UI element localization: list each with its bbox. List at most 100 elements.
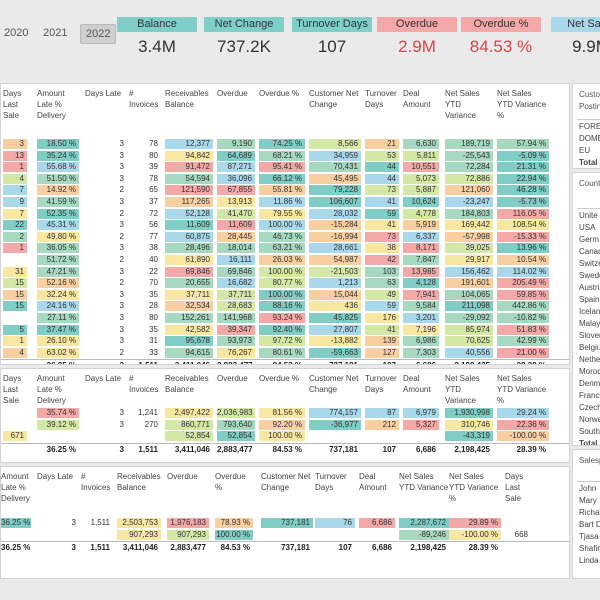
slicer-item[interactable]: Canad xyxy=(579,247,600,256)
slicer-item[interactable]: Swede xyxy=(579,271,600,280)
slicer-item[interactable]: Linda xyxy=(579,556,599,565)
slicer-item[interactable]: Belgiu xyxy=(579,343,600,352)
table-row[interactable]: 31 47.21 % 3 22 69,846 69,846 100.00 % -21,503 1… xyxy=(1,266,569,278)
column-header[interactable]: # Invoices xyxy=(129,374,159,394)
table-row[interactable]: 15 24.16 % 3 28 32,534 28,683 88.16 % 436 59 9,58… xyxy=(1,300,569,312)
column-header[interactable]: Days Late xyxy=(85,89,122,98)
column-header[interactable]: Customer Net Change xyxy=(309,374,359,394)
table-row[interactable]: 51.72 % 2 40 61,890 16,111 26.03 % 54,987 42 7,8… xyxy=(1,254,569,266)
slicer-item[interactable]: Unite xyxy=(579,211,598,220)
slicer-item[interactable]: Malay xyxy=(579,319,600,328)
slicer-item[interactable]: Tjasa xyxy=(579,532,599,541)
slicer-item[interactable]: Richar xyxy=(579,508,600,517)
column-header[interactable]: Net Sales YTD Variance % xyxy=(497,89,547,120)
table-row[interactable]: 671 52,854 52,854 100.00 % -43,319 -100.00 % xyxy=(1,430,569,442)
slicer-item[interactable]: Bart D xyxy=(579,520,600,529)
table-row[interactable]: 9 41.59 % 3 37 117,265 13,913 11.86 % 106,607 41… xyxy=(1,196,569,208)
table-row[interactable]: 27.11 % 3 80 152,261 141,968 93.24 % 45,825 176… xyxy=(1,312,569,324)
table-cell: 6,979 xyxy=(403,408,439,418)
table-row[interactable]: 4 51.50 % 3 78 54,594 36,096 66.12 % 45,495 44 5,… xyxy=(1,173,569,185)
column-header[interactable]: Overdue % xyxy=(259,89,300,98)
table-cell: 22 xyxy=(3,220,27,231)
slicer-item[interactable]: Austri xyxy=(579,283,600,292)
table-row[interactable]: 7 52.35 % 2 72 52,128 41,470 79.55 % 28,032 59 4,… xyxy=(1,208,569,220)
table-row[interactable]: 2 49.80 % 2 77 60,875 28,445 46.73 % -16,994 73 6… xyxy=(1,231,569,243)
column-header[interactable]: Days Last Sale xyxy=(505,472,524,503)
column-header[interactable]: Receivables Balance xyxy=(117,472,161,492)
column-header[interactable]: Net Sales YTD Variance xyxy=(399,472,449,492)
year-2022[interactable]: 2022 xyxy=(80,24,117,44)
table-cell: 2,287,672 xyxy=(399,518,449,528)
table-cell: -23,247 xyxy=(445,197,493,207)
table-row[interactable]: 35.74 % 3 1,241 2,497,422 2,036,983 81.56 % 77… xyxy=(1,407,569,419)
table-row[interactable]: 15 52.16 % 2 70 20,655 16,682 80.77 % 1,213 63 4,… xyxy=(1,277,569,289)
slicer-item[interactable]: John xyxy=(579,484,597,493)
slicer-item[interactable]: Moroc xyxy=(579,367,600,376)
year-2021[interactable]: 2021 xyxy=(43,27,68,39)
column-header[interactable]: Overdue xyxy=(217,374,248,383)
column-header[interactable]: Overdue % xyxy=(259,374,300,383)
slicer-item[interactable]: USA xyxy=(579,223,596,232)
table-row[interactable]: 15 32.24 % 3 35 37,711 37,711 100.00 % 15,044 49… xyxy=(1,289,569,301)
table-row[interactable]: 4 63.02 % 2 33 94,615 76,267 80.61 % -59,663 127… xyxy=(1,347,569,359)
column-header[interactable]: # Invoices xyxy=(129,89,159,109)
table-cell: 39.12 % xyxy=(37,419,79,430)
column-header[interactable]: Amount Late % Delivery xyxy=(1,472,30,503)
column-header[interactable]: Net Sales YTD Variance % xyxy=(449,472,499,503)
table-row[interactable]: 1 36.05 % 3 38 28,496 18,014 63.21 % 28,661 38 8,… xyxy=(1,242,569,254)
slicer-item[interactable]: Shafin xyxy=(579,544,600,553)
table-row[interactable]: 907,293 907,293 100.00 % -89,246 -100.00 % 66… xyxy=(1,529,569,541)
slicer-item[interactable]: Spain xyxy=(579,295,600,304)
column-header[interactable]: Turnover Days xyxy=(365,374,397,394)
column-header[interactable]: Days Late xyxy=(37,472,74,481)
column-header[interactable]: Days Late xyxy=(85,374,122,383)
column-header[interactable]: Net Sales YTD Variance xyxy=(445,89,480,120)
column-header[interactable]: Customer Net Change xyxy=(261,472,311,492)
column-header[interactable]: Customer Net Change xyxy=(309,89,359,109)
table-row[interactable]: 36.25 % 3 1,511 2,503,753 1,976,183 78.93 % 73… xyxy=(1,517,569,529)
slicer-item[interactable]: Czech xyxy=(579,403,600,412)
column-header[interactable]: Amount Late % Delivery xyxy=(37,374,66,405)
column-header[interactable]: Net Sales YTD Variance % xyxy=(497,374,547,405)
table-row[interactable]: 7 14.92 % 2 65 121,590 67,855 55.81 % 79,228 73 5… xyxy=(1,184,569,196)
column-header[interactable]: Overdue xyxy=(217,89,248,98)
table-row[interactable]: 13 35.24 % 3 80 94,842 64,689 68.21 % 34,959 53 5… xyxy=(1,150,569,162)
slicer-item[interactable]: Mary xyxy=(579,496,597,505)
table-row[interactable]: 5 37.47 % 3 35 42,582 39,347 92.40 % 27,807 41 7,… xyxy=(1,324,569,336)
slicer-item[interactable]: Switze xyxy=(579,259,600,268)
column-header[interactable]: Net Sales YTD Variance xyxy=(445,374,480,405)
column-header[interactable]: Deal Amount xyxy=(403,374,431,394)
column-header[interactable]: Overdue xyxy=(167,472,198,481)
column-header[interactable]: Receivables Balance xyxy=(165,374,209,394)
column-header[interactable]: Deal Amount xyxy=(359,472,387,492)
column-header[interactable]: Turnover Days xyxy=(365,89,397,109)
table-cell: 26.10 % xyxy=(37,336,79,347)
table-row[interactable]: 39.12 % 3 270 860,771 793,640 92.20 % -36,977 2… xyxy=(1,419,569,431)
slicer-item[interactable]: Germ xyxy=(579,235,599,244)
column-header[interactable]: # Invoices xyxy=(81,472,111,492)
slicer-item[interactable]: Denm xyxy=(579,379,600,388)
slicer-item[interactable]: Nethe xyxy=(579,355,600,364)
year-2020[interactable]: 2020 xyxy=(4,27,29,39)
total-cell: 6,686 xyxy=(415,444,436,454)
table-cell: 114.02 % xyxy=(497,266,549,277)
column-header[interactable]: Overdue % xyxy=(215,472,246,492)
slicer-item[interactable]: South xyxy=(579,427,600,436)
slicer-item[interactable]: FOREI xyxy=(579,122,600,131)
slicer-item[interactable]: Icelan xyxy=(579,307,600,316)
slicer-item[interactable]: Norwa xyxy=(579,415,600,424)
column-header[interactable]: Amount Late % Delivery xyxy=(37,89,66,120)
slicer-item[interactable]: Slover xyxy=(579,331,600,340)
slicer-item[interactable]: France xyxy=(579,391,600,400)
table-row[interactable]: 1 55.68 % 3 39 91,472 87,271 95.41 % 70,431 44 10… xyxy=(1,161,569,173)
table-row[interactable]: 1 26.10 % 3 31 95,678 93,973 97.72 % -13,882 139… xyxy=(1,335,569,347)
table-row[interactable]: 3 18.50 % 3 78 12,377 9,190 74.25 % 8,566 21 6,63… xyxy=(1,138,569,150)
slicer-item[interactable]: EU xyxy=(579,146,591,155)
column-header[interactable]: Days Last Sale xyxy=(3,89,22,120)
table-row[interactable]: 22 45.31 % 3 56 11,609 11,609 100.00 % -15,284 4… xyxy=(1,219,569,231)
column-header[interactable]: Deal Amount xyxy=(403,89,431,109)
column-header[interactable]: Turnover Days xyxy=(315,472,347,492)
column-header[interactable]: Receivables Balance xyxy=(165,89,209,109)
column-header[interactable]: Days Last Sale xyxy=(3,374,22,405)
